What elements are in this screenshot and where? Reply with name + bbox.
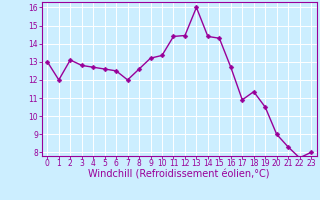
- X-axis label: Windchill (Refroidissement éolien,°C): Windchill (Refroidissement éolien,°C): [88, 170, 270, 180]
